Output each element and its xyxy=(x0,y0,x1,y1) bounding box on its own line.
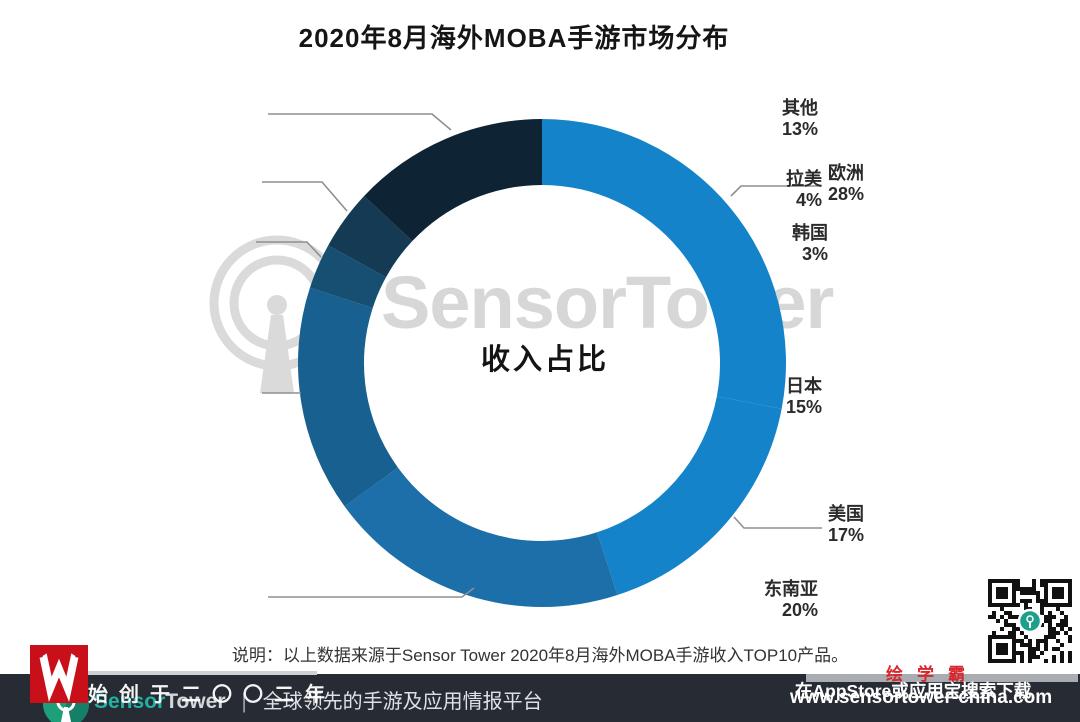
segment-name: 欧洲 xyxy=(828,163,864,183)
leader-line-拉美 xyxy=(262,181,348,212)
chart-title: 2020年8月海外MOBA手游市场分布 xyxy=(298,23,730,53)
segment-name: 东南亚 xyxy=(764,579,818,599)
segment-value: 3% xyxy=(801,244,828,264)
segment-value: 4% xyxy=(795,190,822,210)
segment-value: 20% xyxy=(781,600,818,620)
w-book-icon xyxy=(39,653,79,702)
founded-watermark-text: 始创于二〇〇二年 xyxy=(88,684,336,706)
segment-name: 美国 xyxy=(828,504,864,524)
huixueba-brand-text: 绘学霸 xyxy=(886,665,979,684)
segment-label-美国: 美国 17% xyxy=(828,504,864,546)
pie-segment-美国 xyxy=(597,396,782,596)
leader-line-欧洲 xyxy=(730,185,822,197)
segment-label-东南亚: 东南亚 20% xyxy=(764,579,818,621)
source-note: 说明：以上数据来源于Sensor Tower 2020年8月海外MOBA手游收入… xyxy=(231,646,849,665)
footer-separator: | xyxy=(241,690,247,713)
pie-segment-韩国 xyxy=(309,245,387,308)
pie-segment-拉美 xyxy=(328,195,413,278)
pie-segment-日本 xyxy=(297,287,398,507)
segment-label-韩国: 韩国 3% xyxy=(792,223,828,265)
huixueba-logo xyxy=(30,645,88,703)
segment-name: 韩国 xyxy=(792,223,828,243)
pie-segment-欧洲 xyxy=(542,119,787,409)
segment-value: 13% xyxy=(781,119,818,139)
segment-name: 日本 xyxy=(786,376,822,396)
segment-label-拉美: 拉美 4% xyxy=(786,169,822,211)
leader-line-韩国 xyxy=(256,241,322,258)
leader-line-东南亚 xyxy=(268,587,475,598)
segment-label-其他: 其他 13% xyxy=(782,98,818,140)
pie-segment-东南亚 xyxy=(344,467,618,608)
segment-name: 其他 xyxy=(782,98,818,118)
leader-line-其他 xyxy=(268,113,452,131)
segment-label-日本: 日本 15% xyxy=(786,376,822,418)
footer-url: www.sensortower-china.com xyxy=(790,687,1053,708)
segment-value: 17% xyxy=(828,525,865,545)
footer-tagline: 全球领先的手游及应用情报平台 xyxy=(262,691,543,713)
segment-value: 28% xyxy=(828,184,865,204)
footer-bar xyxy=(0,674,1080,722)
segment-name: 拉美 xyxy=(786,169,822,189)
donut-center-label: 收入占比 xyxy=(480,344,610,376)
download-hint-watermark: 在AppStore或应用宝搜索下载 xyxy=(795,681,1032,701)
segment-label-欧洲: 欧洲 28% xyxy=(828,163,864,205)
footer-brand-sensor: Sensor xyxy=(94,690,166,713)
pie-segment-其他 xyxy=(364,119,542,242)
footer-brand-tower: Tower xyxy=(165,690,226,713)
divider-band-right xyxy=(806,674,1078,682)
leader-line-美国 xyxy=(733,516,822,529)
footer-brand-line: SensorTower | 全球领先的手游及应用情报平台 xyxy=(94,685,543,714)
segment-value: 15% xyxy=(785,397,822,417)
qr-code xyxy=(988,579,1072,668)
divider-line-left xyxy=(45,671,317,675)
